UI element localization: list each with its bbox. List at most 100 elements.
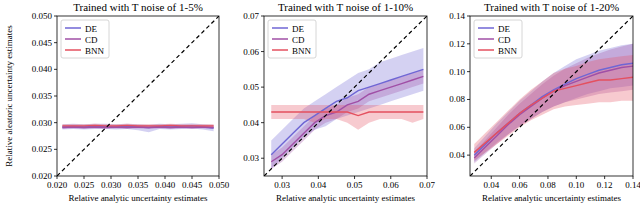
y-tick: [261, 158, 264, 159]
x-tick-label: 0.030: [101, 180, 122, 190]
x-tick-label: 0.045: [182, 180, 203, 190]
y-tick: [261, 16, 264, 17]
x-tick-label: 0.07: [419, 180, 435, 190]
y-tick-label: 0.06: [243, 47, 259, 57]
y-tick-label: 0.04: [449, 150, 465, 160]
plot-frame: [470, 16, 633, 176]
legend-label: CD: [292, 35, 305, 45]
x-tick: [354, 176, 355, 179]
x-tick-label: 0.04: [483, 180, 499, 190]
series-line: [62, 126, 213, 128]
y-tick-label: 0.05: [243, 82, 259, 92]
legend: DECDBNN: [474, 20, 522, 58]
y-tick-label: 0.07: [243, 11, 259, 21]
legend-swatch: [478, 27, 494, 29]
x-tick-label: 0.03: [274, 180, 290, 190]
legend-label: BNN: [292, 46, 312, 56]
x-tick: [633, 176, 634, 179]
x-axis-label: Relative analytic uncertainty estimates: [68, 193, 208, 203]
x-tick: [576, 176, 577, 179]
panel: Trained with T noise of 1-20%0.040.060.0…: [449, 1, 640, 203]
y-tick-label: 0.040: [32, 64, 53, 74]
legend-box: [268, 20, 316, 58]
uncertainty-band: [62, 124, 213, 128]
legend-label: CD: [85, 35, 98, 45]
x-tick-label: 0.12: [597, 180, 613, 190]
figure: Trained with T noise of 1-5% 0.020 0.025 0.…: [0, 0, 640, 214]
legend: DECDBNN: [61, 20, 109, 58]
x-tick-label: 0.05: [347, 180, 363, 190]
x-tick: [604, 176, 605, 179]
x-tick: [318, 176, 319, 179]
y-tick-label: 0.050: [32, 11, 53, 21]
plot-frame: [57, 16, 219, 176]
x-tick-label: 0.14: [625, 180, 640, 190]
y-tick-label: 0.030: [32, 118, 53, 128]
legend-swatch: [65, 27, 81, 29]
bands: [474, 44, 633, 164]
legend-swatch: [65, 49, 81, 51]
y-tick-label: 0.12: [449, 39, 465, 49]
y-tick-label: 0.14: [449, 11, 465, 21]
x-tick-label: 0.06: [512, 180, 528, 190]
title: Trained with T noise of 1-5%: [73, 1, 203, 13]
legend-label: BNN: [498, 46, 518, 56]
x-tick: [547, 176, 548, 179]
x-tick: [427, 176, 428, 179]
x-tick-label: 0.020: [47, 180, 68, 190]
uncertainty-band: [474, 55, 633, 161]
plot-frame: [264, 16, 427, 176]
lines: [470, 16, 633, 176]
x-tick-label: 0.035: [128, 180, 149, 190]
legend-swatch: [272, 49, 288, 51]
y-tick: [54, 122, 57, 123]
y-tick: [54, 96, 57, 97]
x-tick: [138, 176, 139, 179]
y-tick-label: 0.025: [32, 144, 53, 154]
reference-line: [57, 16, 219, 176]
series-line: [474, 77, 633, 152]
x-tick-label: 0.050: [209, 180, 230, 190]
series-line: [474, 63, 633, 155]
y-tick-label: 0.035: [32, 91, 53, 101]
uncertainty-band: [62, 123, 213, 132]
legend-label: CD: [498, 35, 511, 45]
legend-swatch: [272, 38, 288, 40]
x-tick-label: 0.08: [540, 180, 556, 190]
uncertainty-band: [62, 125, 213, 129]
uncertainty-band: [271, 105, 423, 130]
legend-label: DE: [85, 24, 97, 34]
reference-line: [264, 16, 427, 176]
legend-swatch: [272, 27, 288, 29]
x-tick: [57, 176, 58, 179]
x-tick: [165, 176, 166, 179]
x-axis-label: Relative analytic uncertainty estimates: [482, 193, 622, 203]
bands: [62, 123, 213, 132]
y-tick: [261, 87, 264, 88]
x-tick: [111, 176, 112, 179]
legend-box: [61, 20, 109, 58]
legend-box: [474, 20, 522, 58]
x-tick: [282, 176, 283, 179]
series-line: [271, 112, 423, 116]
y-tick-label: 0.10: [449, 67, 465, 77]
y-tick-label: 0.06: [449, 122, 465, 132]
bands: [271, 48, 423, 169]
x-tick-label: 0.10: [568, 180, 584, 190]
reference-line: [470, 16, 633, 176]
x-tick-label: 0.040: [155, 180, 176, 190]
y-tick: [467, 155, 470, 156]
y-tick: [467, 99, 470, 100]
y-tick: [467, 43, 470, 44]
series-line: [62, 125, 213, 127]
legend-swatch: [65, 38, 81, 40]
y-tick: [261, 122, 264, 123]
uncertainty-band: [271, 69, 423, 169]
series-line: [271, 69, 423, 154]
series-line: [62, 126, 213, 128]
x-tick-label: 0.025: [74, 180, 95, 190]
x-tick: [491, 176, 492, 179]
x-tick-label: 0.04: [310, 180, 326, 190]
series-line: [474, 66, 633, 158]
y-tick-label: 0.08: [449, 94, 465, 104]
